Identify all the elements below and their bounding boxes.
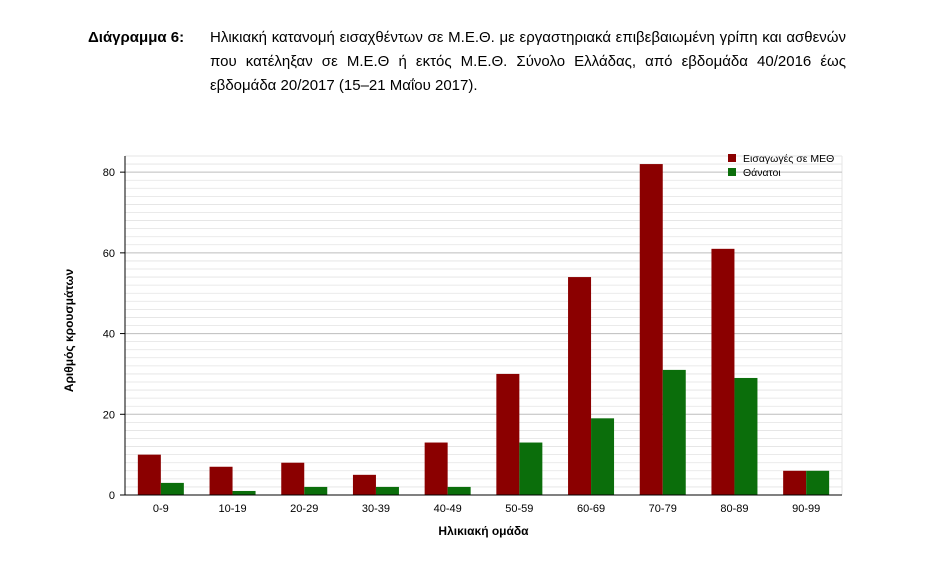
x-tick-label: 90-99: [792, 503, 820, 515]
bar-deaths: [375, 486, 399, 495]
bar-icu-admissions: [424, 442, 448, 495]
legend-label: Θάνατοι: [743, 167, 781, 179]
x-tick-label: 80-89: [720, 503, 748, 515]
x-tick-label: 50-59: [505, 503, 533, 515]
x-tick-label: 0-9: [153, 503, 169, 515]
x-tick-label: 60-69: [577, 503, 605, 515]
bar-deaths: [519, 442, 543, 495]
y-tick-label: 60: [103, 248, 115, 260]
legend-label: Εισαγωγές σε ΜΕΘ: [743, 153, 834, 165]
bar-icu-admissions: [496, 373, 520, 495]
bar-deaths: [304, 486, 328, 495]
bar-icu-admissions: [352, 474, 376, 495]
x-axis-title: Ηλικιακή ομάδα: [438, 524, 529, 538]
x-tick-label: 10-19: [218, 503, 246, 515]
x-tick-label: 20-29: [290, 503, 318, 515]
bar-icu-admissions: [568, 277, 592, 495]
y-tick-label: 40: [103, 329, 115, 341]
bar-deaths: [160, 482, 184, 495]
bar-deaths: [232, 490, 256, 495]
bar-icu-admissions: [639, 164, 663, 496]
bar-deaths: [591, 418, 615, 495]
y-tick-label: 20: [103, 409, 115, 421]
legend-swatch: [728, 168, 736, 176]
bar-icu-admissions: [783, 470, 807, 495]
bar-icu-admissions: [209, 466, 233, 495]
bar-deaths: [662, 369, 686, 495]
bar-deaths: [734, 377, 758, 495]
y-tick-label: 0: [109, 490, 115, 502]
x-tick-label: 30-39: [362, 503, 390, 515]
bar-icu-admissions: [281, 462, 305, 495]
bar-icu-admissions: [711, 248, 735, 495]
y-tick-label: 80: [103, 167, 115, 179]
x-tick-label: 40-49: [434, 503, 462, 515]
caption-text: Ηλικιακή κατανομή εισαχθέντων σε Μ.Ε.Θ. …: [210, 29, 846, 94]
caption-label: Διάγραμμα 6:: [88, 29, 185, 46]
bar-deaths: [447, 486, 471, 495]
y-axis-title: Αριθμός κρουσμάτων: [62, 269, 76, 393]
bar-icu-admissions: [137, 454, 161, 495]
x-tick-label: 70-79: [649, 503, 677, 515]
legend-swatch: [728, 154, 736, 162]
bar-deaths: [806, 470, 830, 495]
